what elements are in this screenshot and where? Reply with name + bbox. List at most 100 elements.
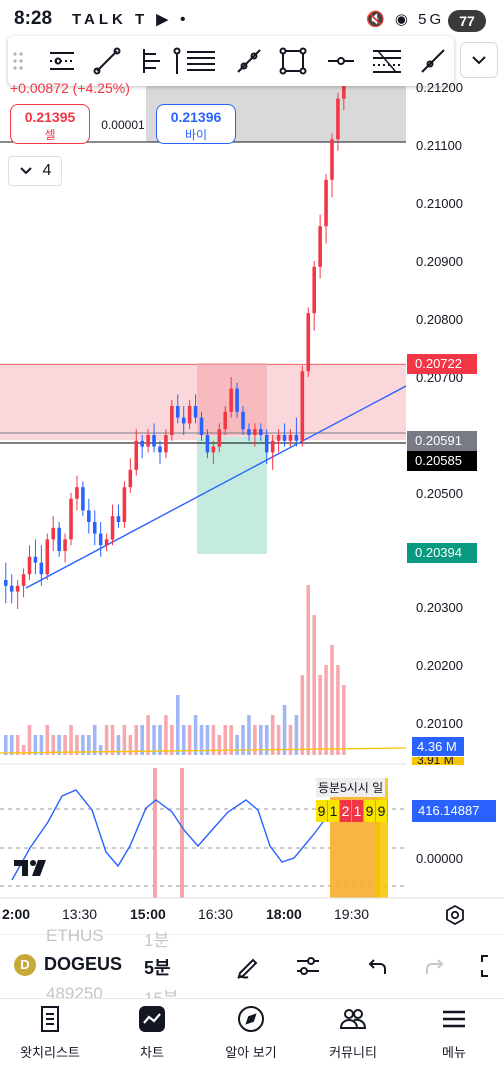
fullscreen-button[interactable]	[476, 950, 504, 982]
info-lines-icon[interactable]	[42, 42, 80, 80]
price-tick: 0.21100	[416, 138, 463, 153]
ray-icon[interactable]	[230, 42, 268, 80]
volume-value-tag: 4.36 M	[412, 737, 464, 756]
chevron-down-icon	[19, 167, 32, 175]
sell-button[interactable]: 0.21395 셀	[10, 104, 90, 144]
price-tick: 0.20100	[416, 716, 463, 731]
digit: 2	[340, 800, 352, 822]
doge-coin-icon: D	[14, 954, 36, 976]
oscillator-header: 등분5시시 일	[316, 778, 386, 797]
candle-body	[342, 81, 346, 99]
candle-body	[336, 98, 340, 140]
digit: 9	[364, 800, 376, 822]
volume-bar	[187, 725, 192, 755]
nav-watchlist[interactable]: 왓치리스트	[5, 1004, 95, 1061]
status-time: 8:28	[14, 8, 53, 29]
candle-body	[110, 516, 115, 540]
volume-bar	[122, 725, 127, 755]
volume-bar	[4, 735, 8, 755]
pitchfork-icon[interactable]	[130, 42, 168, 80]
candle-body	[176, 406, 180, 418]
osc-signal-bar	[153, 768, 157, 898]
chart-settings-icon[interactable]	[444, 904, 466, 931]
volume-bar	[176, 695, 180, 755]
candle-body	[57, 527, 61, 551]
candle-body	[146, 435, 150, 447]
undo-button[interactable]	[360, 950, 392, 982]
vertical-line-icon[interactable]	[158, 42, 196, 80]
volume-bar	[75, 735, 79, 755]
nav-label: 왓치리스트	[20, 1045, 80, 1060]
candle-body	[270, 440, 275, 453]
volume-bar	[39, 735, 44, 755]
pen-line-icon[interactable]	[414, 42, 452, 80]
chart-icon	[139, 1006, 165, 1032]
symbol-selector[interactable]: DOGEUS	[44, 954, 123, 974]
horizontal-line-icon[interactable]	[322, 42, 360, 80]
undo-icon	[368, 959, 386, 974]
indicators-button[interactable]	[292, 950, 324, 982]
indicator-toggle-button[interactable]: 4	[8, 156, 62, 186]
trend-line-icon[interactable]	[88, 42, 126, 80]
volume-bar	[152, 725, 156, 755]
drag-handle-icon[interactable]	[6, 42, 30, 80]
volume-bar	[270, 715, 275, 755]
fib-retracement-icon[interactable]	[368, 42, 406, 80]
price-tick: 0.20800	[416, 312, 463, 327]
volume-bar	[140, 725, 144, 755]
candle-body	[282, 435, 287, 441]
nav-chart[interactable]: 차트	[107, 1004, 197, 1061]
candle-body	[39, 562, 44, 575]
volume-bar	[247, 715, 251, 755]
candle-body	[27, 556, 32, 575]
volume-bar	[134, 725, 139, 755]
volume-bar	[69, 725, 73, 755]
volume-bar	[110, 725, 115, 755]
volume-bar	[235, 735, 239, 755]
digit: 9	[376, 800, 388, 822]
redo-button[interactable]	[420, 950, 452, 982]
candle-body	[306, 313, 311, 372]
volume-bar	[276, 725, 281, 755]
drawing-tools-button[interactable]	[232, 950, 264, 982]
spread: 0.00001	[101, 118, 145, 132]
rectangle-icon[interactable]	[274, 42, 312, 80]
oscillator-value-tag: 416.14887	[412, 800, 496, 822]
horizontal-lines-icon[interactable]	[182, 42, 220, 80]
toolbar-collapse-button[interactable]	[460, 42, 498, 78]
bottom-nav	[0, 998, 504, 1080]
volume-bar	[21, 745, 26, 755]
candle-body	[116, 516, 121, 522]
candle-body	[140, 440, 144, 447]
nav-explore[interactable]: 알아 보기	[206, 1004, 296, 1061]
candle-body	[235, 388, 239, 412]
candle-body	[170, 406, 174, 435]
price-change: +0.00872 (+4.25%)	[10, 80, 130, 96]
candle-body	[128, 469, 133, 488]
volume-bar	[300, 675, 305, 755]
volume-ma-line	[0, 747, 407, 754]
candle-body	[98, 533, 103, 546]
candle-body	[223, 411, 228, 430]
buy-button[interactable]: 0.21396 바이	[156, 104, 236, 144]
nav-menu[interactable]: 메뉴	[409, 1004, 499, 1061]
candle-body	[134, 440, 139, 470]
candle-body	[87, 510, 91, 522]
candle-body	[15, 585, 20, 592]
volume-bar	[336, 665, 340, 755]
volume-bar	[205, 725, 210, 755]
volume-bar	[45, 725, 50, 755]
volume-bar	[63, 735, 67, 755]
nav-community[interactable]: 커뮤니티	[308, 1004, 398, 1061]
volume-bar	[342, 685, 346, 755]
volume-bar	[330, 645, 334, 755]
interval-selector[interactable]: 5분	[144, 958, 171, 978]
candle-body	[205, 435, 210, 453]
volume-bar	[253, 725, 257, 755]
buy-price: 0.21396	[170, 109, 222, 125]
candle-body	[63, 539, 67, 551]
indicator-count: 4	[42, 162, 52, 179]
volume-bar	[306, 585, 311, 755]
volume-bar	[15, 735, 20, 755]
